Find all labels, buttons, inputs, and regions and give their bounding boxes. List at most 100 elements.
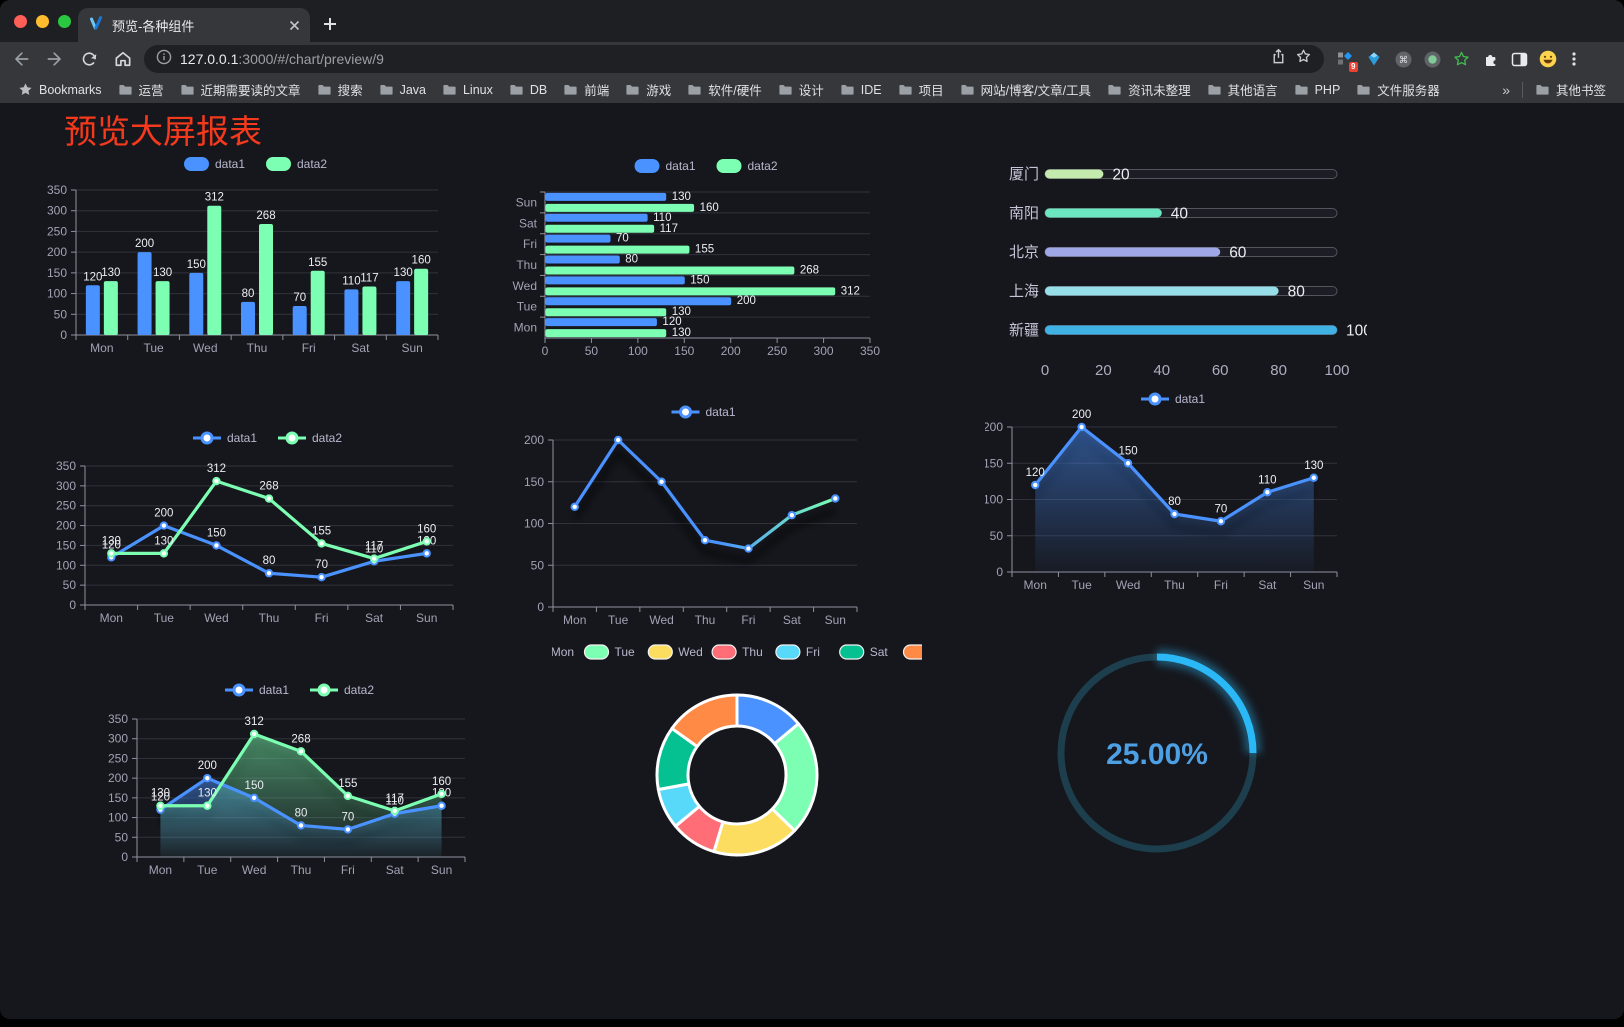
bookmark-folder[interactable]: 搜索 (309, 80, 371, 99)
svg-text:上海: 上海 (1009, 283, 1039, 300)
svg-text:130: 130 (672, 306, 691, 318)
svg-text:120: 120 (662, 316, 681, 328)
legend-item-Sun[interactable]: Sun (902, 644, 955, 660)
bookmarks-root[interactable]: Bookmarks (10, 82, 110, 97)
minimize-window-button[interactable] (36, 15, 49, 28)
svg-text:Mon: Mon (552, 645, 574, 659)
svg-text:120: 120 (83, 271, 102, 283)
bookmark-star-icon[interactable] (1295, 48, 1312, 70)
bookmark-folder[interactable]: 文件服务器 (1348, 80, 1448, 99)
svg-text:南阳: 南阳 (1009, 205, 1039, 222)
bookmark-folder[interactable]: DB (501, 82, 555, 97)
legend-item-data2[interactable]: data2 (278, 431, 342, 445)
svg-text:Fri: Fri (341, 863, 355, 877)
svg-text:Tue: Tue (608, 613, 629, 627)
other-bookmarks[interactable]: 其他书签 (1527, 80, 1614, 99)
home-button[interactable] (110, 46, 136, 72)
svg-text:110: 110 (365, 543, 383, 555)
bookmark-folder[interactable]: 其他语言 (1199, 80, 1286, 99)
browser-tab[interactable]: 预览-各种组件 (78, 8, 310, 42)
bookmark-folder[interactable]: IDE (832, 82, 890, 97)
legend-item-Mon[interactable]: Mon (520, 644, 574, 660)
pie-slice-Sun[interactable] (670, 693, 739, 748)
svg-text:Sun: Sun (825, 613, 846, 627)
legend-item-data1[interactable]: data1 (184, 157, 245, 171)
svg-text:200: 200 (108, 771, 128, 785)
bookmark-folder[interactable]: Linux (434, 82, 501, 97)
bookmark-folder-label: 游戏 (646, 84, 672, 98)
extension-gem-icon[interactable] (1365, 50, 1383, 68)
legend-item-Wed[interactable]: Wed (647, 644, 703, 660)
svg-text:Wed: Wed (242, 863, 266, 877)
browser-menu-icon[interactable] (1561, 46, 1587, 72)
gradient-line-chart: data1 0 50 100 150 200 Mon Tue Wed Thu Fri Sat Sun (505, 396, 885, 636)
svg-text:Thu: Thu (291, 863, 312, 877)
svg-text:100: 100 (108, 811, 128, 825)
new-tab-button[interactable] (320, 14, 340, 39)
svg-text:70: 70 (341, 811, 354, 823)
share-icon[interactable] (1270, 48, 1287, 70)
bookmark-folder[interactable]: 网站/博客/文章/工具 (952, 80, 1099, 99)
grouped-bar-chart: data1 data2 0 50 100 150 200 250 300 350 Mon Tue Wed… (40, 148, 460, 366)
bookmark-folder[interactable]: PHP (1286, 82, 1349, 97)
bookmark-folder[interactable]: 资讯未整理 (1099, 80, 1199, 99)
extension-record-icon[interactable] (1423, 50, 1441, 68)
svg-text:data2: data2 (297, 157, 327, 171)
svg-text:200: 200 (1072, 409, 1091, 421)
back-button[interactable] (8, 46, 34, 72)
bookmark-folder[interactable]: 设计 (770, 80, 832, 99)
svg-text:Wed: Wed (513, 279, 537, 293)
legend-item-data2[interactable]: data2 (310, 683, 374, 697)
extension-star-icon[interactable] (1452, 50, 1470, 68)
svg-text:50: 50 (54, 307, 68, 321)
extensions-puzzle-icon[interactable] (1481, 50, 1499, 68)
svg-text:50: 50 (585, 344, 599, 358)
bookmark-folder[interactable]: 游戏 (617, 80, 679, 99)
svg-text:data2: data2 (344, 683, 374, 697)
forward-button[interactable] (42, 46, 68, 72)
legend-item-Fri[interactable]: Fri (775, 644, 820, 660)
svg-text:Sat: Sat (365, 611, 384, 625)
bookmark-folder[interactable]: 项目 (890, 80, 952, 99)
svg-text:Wed: Wed (678, 645, 702, 659)
bookmarks-overflow-chevron[interactable]: » (1502, 81, 1510, 98)
svg-text:300: 300 (108, 732, 128, 746)
legend-item-data2[interactable]: data2 (716, 159, 778, 173)
svg-text:Sat: Sat (783, 613, 802, 627)
bookmark-folder-label: DB (529, 82, 548, 97)
emoji-extension-icon[interactable] (1539, 50, 1557, 68)
legend-item-Sat[interactable]: Sat (839, 644, 889, 660)
legend-item-data1[interactable]: data1 (1141, 392, 1205, 406)
legend-item-Tue[interactable]: Tue (583, 644, 636, 660)
site-info-icon[interactable] (156, 49, 172, 70)
svg-text:Mon: Mon (1024, 578, 1047, 592)
tab-close-icon[interactable] (289, 20, 300, 31)
legend-item-Thu[interactable]: Thu (711, 644, 763, 660)
svg-text:100: 100 (985, 493, 1003, 507)
legend-item-data1[interactable]: data1 (193, 431, 257, 445)
svg-text:312: 312 (205, 192, 224, 204)
bookmark-folder-label: 资讯未整理 (1128, 84, 1191, 98)
extension-command-icon[interactable]: ⌘ (1394, 50, 1412, 68)
svg-text:100: 100 (56, 558, 76, 572)
svg-text:200: 200 (524, 433, 544, 447)
zoom-window-button[interactable] (58, 15, 71, 28)
extension-grid-icon[interactable]: 9 (1336, 50, 1358, 72)
legend-item-data1[interactable]: data1 (225, 683, 289, 697)
bookmark-folder[interactable]: 近期需要读的文章 (172, 80, 309, 99)
bookmark-folder-label: 其他语言 (1227, 84, 1278, 98)
bookmark-folder[interactable]: 前端 (555, 80, 617, 99)
legend-item-data1[interactable]: data1 (634, 159, 696, 173)
close-window-button[interactable] (14, 15, 27, 28)
legend-item-data1[interactable]: data1 (671, 405, 736, 419)
legend-item-data2[interactable]: data2 (266, 157, 327, 171)
reload-button[interactable] (76, 46, 102, 72)
bookmark-folder[interactable]: 软件/硬件 (679, 80, 769, 99)
bookmark-folder-label: PHP (1314, 82, 1341, 97)
address-bar[interactable]: 127.0.0.1:3000/#/chart/preview/9 (144, 45, 1324, 73)
bookmark-folder[interactable]: 运营 (110, 80, 172, 99)
sidebar-toggle-icon[interactable] (1510, 50, 1528, 68)
bookmark-folder[interactable]: Java (371, 82, 434, 97)
svg-text:⌘: ⌘ (1398, 55, 1408, 66)
svg-text:250: 250 (56, 499, 76, 513)
